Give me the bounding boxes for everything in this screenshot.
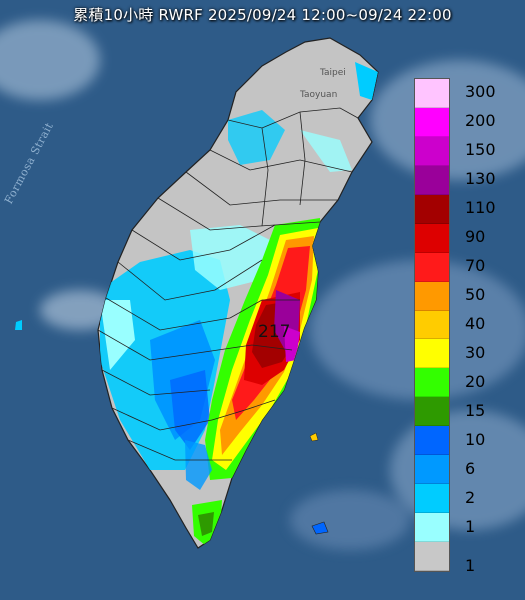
legend-label: 40 — [465, 314, 486, 333]
legend-label: 2 — [465, 487, 476, 507]
city-label-taipei: Taipei — [320, 68, 346, 78]
legend-swatch — [415, 223, 449, 253]
map-title: 累積10小時 RWRF 2025/09/24 12:00~09/24 22:00 — [73, 6, 452, 24]
legend-label: 10 — [465, 429, 486, 449]
legend-swatch — [415, 136, 449, 166]
rainfall-field — [100, 62, 378, 546]
legend-swatch — [415, 455, 449, 485]
legend-label: 110 — [465, 198, 496, 218]
legend-swatch — [415, 542, 449, 571]
legend-swatch — [415, 194, 449, 224]
legend-swatch — [415, 252, 449, 282]
legend-label: 6 — [465, 458, 476, 478]
legend-swatch — [415, 484, 449, 514]
legend-swatch — [415, 79, 449, 108]
legend-swatch — [415, 281, 449, 311]
legend-swatch — [415, 426, 449, 456]
legend-label: 1 — [465, 556, 476, 575]
legend-label: 15 — [465, 400, 486, 420]
legend-label: 1 — [465, 516, 476, 536]
legend-label: 30 — [465, 342, 486, 362]
legend-swatch — [415, 513, 449, 543]
legend-label: 50 — [465, 285, 486, 305]
legend-label: 20 — [465, 371, 486, 391]
legend-swatch — [415, 397, 449, 427]
city-label-taoyuan: Taoyuan — [300, 90, 338, 100]
legend-swatch — [415, 310, 449, 340]
color-legend — [414, 78, 450, 572]
legend-swatch — [415, 107, 449, 137]
legend-swatch — [415, 339, 449, 369]
legend-label: 130 — [465, 169, 496, 189]
max-rainfall-label: 217 — [258, 322, 291, 342]
legend-swatch — [415, 165, 449, 195]
legend-swatch — [415, 368, 449, 398]
legend-label: 150 — [465, 140, 496, 160]
green-island — [311, 521, 329, 535]
penghu-island — [15, 320, 22, 330]
legend-label: 300 — [465, 82, 496, 102]
county-boundaries — [97, 107, 359, 461]
legend-label: 70 — [465, 256, 486, 276]
orchid-island — [309, 432, 319, 442]
legend-label: 200 — [465, 111, 496, 131]
legend-label: 90 — [465, 227, 486, 247]
